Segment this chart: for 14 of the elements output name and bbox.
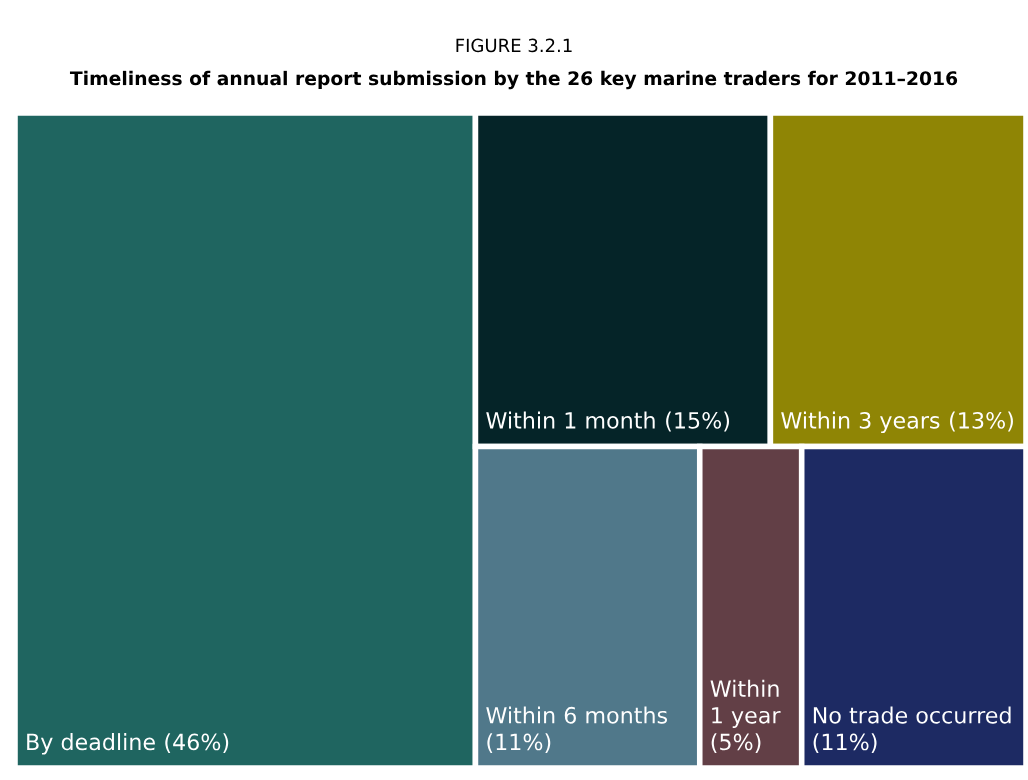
data-label: (46%): [165, 733, 229, 753]
category-label: Within 1 year: [710, 679, 781, 728]
text: Timeliness of annual report submission by the 26 key marine traders for 2011–2016: [69, 70, 958, 90]
data-label: (11%): [813, 733, 877, 753]
text: FIGURE 3.2.1: [456, 38, 572, 53]
data-label: (15%): [666, 411, 730, 432]
category-label: Within 6 months: [486, 706, 668, 724]
data-label: (11%): [487, 733, 551, 753]
data-label: (5%): [711, 733, 761, 753]
category-label: Within 1 month: [486, 411, 655, 429]
category-label: No trade occurred: [813, 706, 1011, 724]
category-label: By deadline: [27, 733, 155, 755]
category-label: Within 3 years: [781, 411, 940, 434]
data-label: (13%): [950, 411, 1013, 432]
